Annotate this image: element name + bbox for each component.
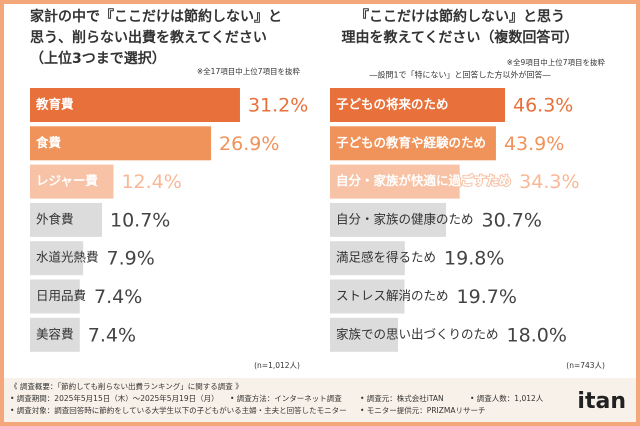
bar [330,241,405,276]
category-label: 子どもの将来のため [336,97,449,112]
chart-title: （上位3つまで選択） [30,50,166,67]
category-label: 自分・家族が快適に過ごすため [336,173,511,188]
sample-size: (n=743人) [566,361,605,370]
bar [30,317,80,352]
bar [30,202,103,237]
category-label: 日用品費 [36,288,86,303]
value-label: 7.4% [88,324,136,346]
bar [330,202,447,237]
footer-item: • モニター提供元：PRIZMAリサーチ [360,405,486,415]
category-label: レジャー費 [36,173,98,188]
sample-size: (n=1,012人) [254,361,300,370]
value-label: 7.9% [107,248,155,270]
bar [330,164,460,199]
value-label: 18.0% [507,324,567,346]
footer-heading: 《 調査概要：「節約しても削らない出費ランキング」に関する調査 》 [10,381,243,391]
category-label: 美容費 [36,326,74,341]
value-label: 34.3% [519,171,579,193]
footer-item: • 調査期間：2025年5月15日（木）～2025年5月19日（月） [10,393,219,403]
background [4,4,636,422]
category-label: 満足感を得るため [336,250,436,265]
category-label: 教育費 [35,97,74,112]
bar [330,126,496,161]
value-label: 7.4% [94,286,142,308]
value-label: 12.4% [121,171,181,193]
value-label: 46.3% [513,95,573,117]
category-label: 水道光熱費 [36,250,99,265]
value-label: 19.8% [444,248,504,270]
bar [330,279,405,314]
chart-note: ※全17項目中上位7項目を抜粋 [197,66,301,76]
footer-item: • 調査元：株式会社iTAN [360,393,444,403]
value-label: 26.9% [219,133,279,155]
footer-item: • 調査人数：1,012人 [470,393,544,403]
category-label: 子どもの教育や経験のため [336,135,486,150]
value-label: 19.7% [457,286,517,308]
category-label: 家族での思い出づくりのため [336,326,499,341]
bar [30,279,80,314]
value-label: 43.9% [504,133,564,155]
value-label: 31.2% [248,95,308,117]
category-label: 自分・家族の健康のため [336,211,474,226]
chart-subnote: ―設問1で「特にない」と回答した方以外が回答― [369,70,550,80]
bar [30,88,240,122]
bar [30,126,212,161]
bar [330,88,506,122]
logo: itan [577,389,626,414]
bar [30,164,114,199]
footer-background [4,378,636,422]
category-label: 外食費 [36,211,74,226]
chart-title: 『ここだけは節約しない』と思う [355,8,565,25]
footer-item: • 調査対象：調査回答時に節約をしている大学生以下の子どもがいる主婦・主夫と回答… [10,405,347,415]
footer-item: • 調査方法：インターネット調査 [230,393,342,403]
category-label: 食費 [35,135,62,150]
bar [330,317,399,352]
chart-title: 理由を教えてください（複数回答可） [342,29,579,46]
chart-title: 思う、削らない出費を教えてください [30,29,267,46]
chart-title: 家計の中で『ここだけは節約しない』と [30,8,282,25]
chart-note: ※全9項目中上位7項目を抜粋 [507,57,606,67]
value-label: 30.7% [482,209,542,231]
category-label: ストレス解消のため [336,288,449,303]
value-label: 10.7% [110,209,170,231]
bar [30,241,84,276]
